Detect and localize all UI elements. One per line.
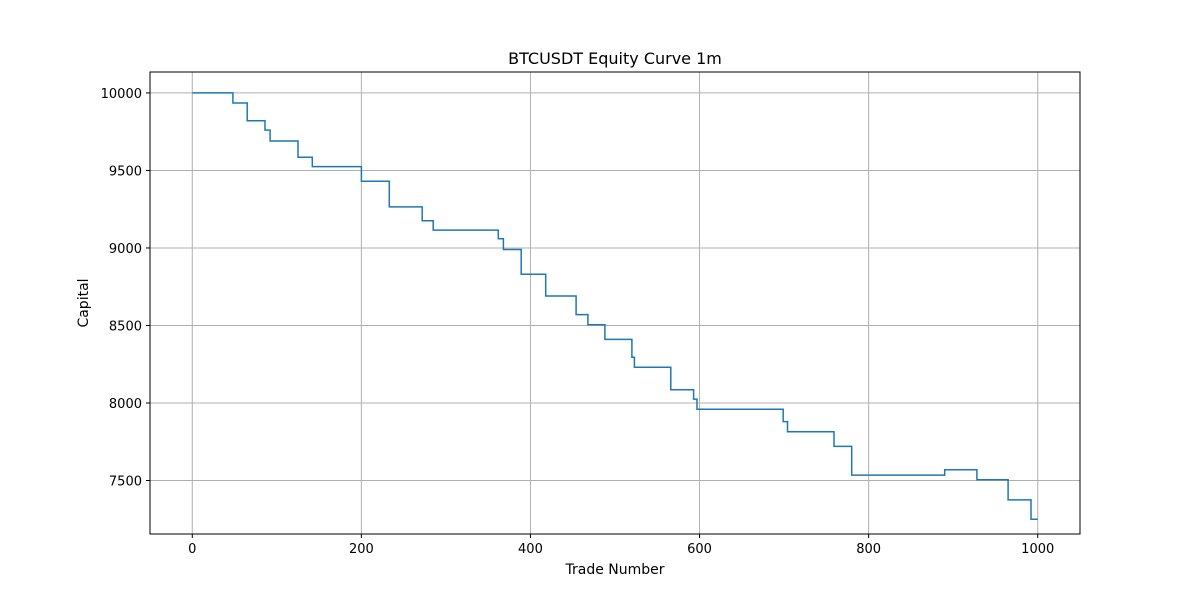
equity-line — [192, 92, 1038, 521]
series-layer — [192, 92, 1038, 521]
y-tick-label: 8500 — [109, 319, 142, 334]
y-tick-label: 7500 — [109, 475, 142, 490]
x-tick-label: 200 — [349, 542, 374, 557]
y-tick-label: 9000 — [109, 242, 142, 257]
plot-frame — [149, 71, 1081, 535]
x-tick-label: 0 — [188, 542, 196, 557]
x-tick-label: 800 — [856, 542, 881, 557]
y-tick-label: 8000 — [109, 397, 142, 412]
x-tick-label: 1000 — [1021, 542, 1054, 557]
x-tick-label: 600 — [687, 542, 712, 557]
y-tick-label: 10000 — [101, 87, 142, 102]
chart-title: BTCUSDT Equity Curve 1m — [508, 49, 722, 68]
x-tick-label: 400 — [518, 542, 543, 557]
x-axis-label: Trade Number — [564, 562, 664, 578]
y-axis-label: Capital — [76, 278, 92, 327]
grid — [150, 72, 1080, 534]
y-tick-label: 9500 — [109, 164, 142, 179]
ticks: 0 200 400 600 800 1000 7500 8000 8500 9000 9500 100… — [101, 87, 1055, 557]
